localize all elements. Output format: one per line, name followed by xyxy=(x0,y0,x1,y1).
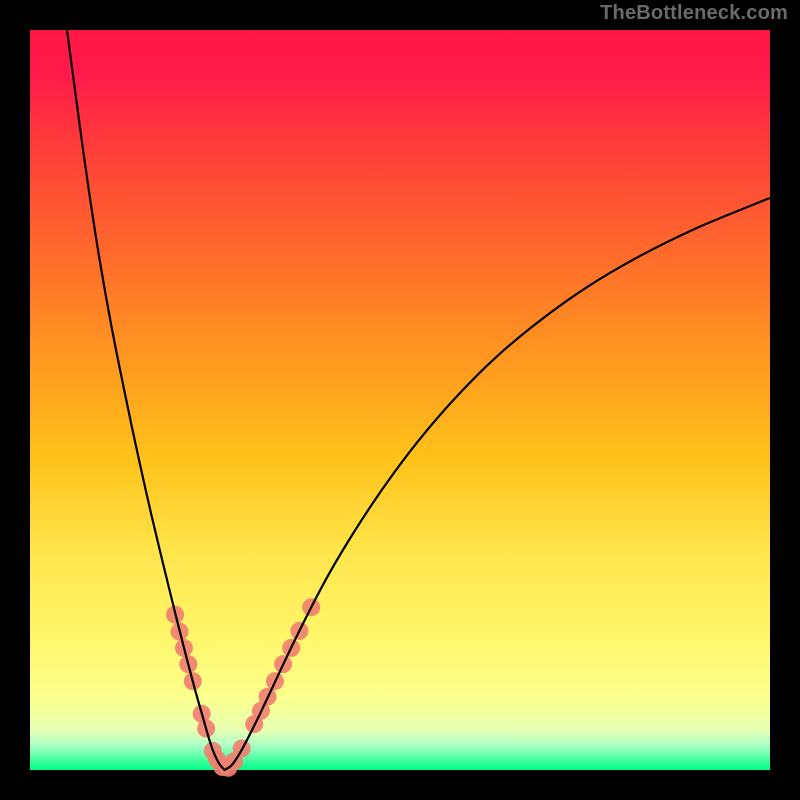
bottleneck-chart xyxy=(0,0,800,800)
watermark-text: TheBottleneck.com xyxy=(600,2,788,25)
plot-background xyxy=(30,30,770,770)
chart-frame: TheBottleneck.com xyxy=(0,0,800,800)
